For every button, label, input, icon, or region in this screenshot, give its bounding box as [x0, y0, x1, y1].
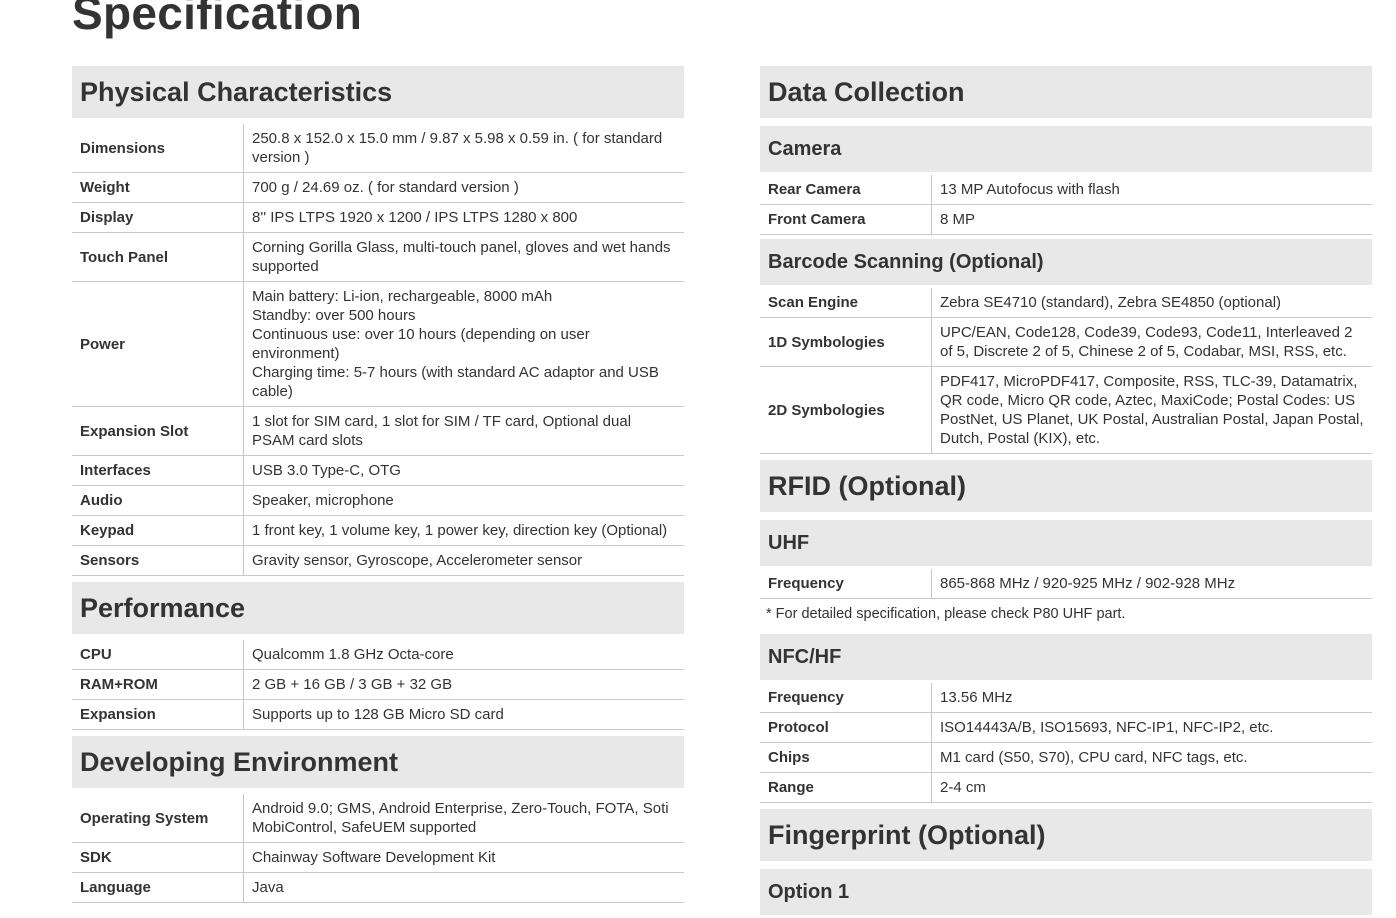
spec-row-keypad: Keypad 1 front key, 1 volume key, 1 power…: [72, 516, 684, 546]
section-header-rfid-optional: RFID (Optional): [760, 460, 1372, 512]
spec-value: ISO14443A/B, ISO15693, NFC-IP1, NFC-IP2,…: [940, 719, 1274, 736]
section-header-developing-environment: Developing Environment: [72, 736, 684, 788]
spec-value: 8 MP: [940, 211, 976, 228]
spec-row-language: Language Java: [72, 873, 684, 903]
spec-value: Corning Gorilla Glass, multi-touch panel…: [252, 239, 671, 275]
spec-value: 8'' IPS LTPS 1920 x 1200 / IPS LTPS 1280…: [252, 209, 578, 226]
spec-label: Frequency: [760, 683, 932, 712]
spec-label: Frequency: [760, 569, 932, 598]
spec-row-sensors: Sensors Gravity sensor, Gyroscope, Accele…: [72, 546, 684, 576]
section-header-data-collection: Data Collection: [760, 66, 1372, 118]
spec-label: Keypad: [72, 516, 244, 545]
spec-label: Range: [760, 773, 932, 802]
section-header-fingerprint-optional: Fingerprint (Optional): [760, 809, 1372, 861]
spec-row-range: Range 2-4 cm: [760, 773, 1372, 803]
spec-label: Touch Panel: [72, 233, 244, 281]
section-header-performance: Performance: [72, 582, 684, 634]
spec-value: PDF417, MicroPDF417, Composite, RSS, TLC…: [940, 373, 1364, 447]
spec-value: UPC/EAN, Code128, Code39, Code93, Code11…: [940, 324, 1353, 360]
spec-value: 250.8 x 152.0 x 15.0 mm / 9.87 x 5.98 x …: [252, 130, 663, 166]
spec-label: Front Camera: [760, 205, 932, 234]
spec-value: 1 front key, 1 volume key, 1 power key, …: [252, 522, 668, 539]
spec-value: Qualcomm 1.8 GHz Octa-core: [252, 646, 454, 663]
spec-label: RAM+ROM: [72, 670, 244, 699]
spec-row-1d-symbologies: 1D Symbologies UPC/EAN, Code128, Code39, …: [760, 318, 1372, 367]
section-header-physical-characteristics: Physical Characteristics: [72, 66, 684, 118]
spec-label: Weight: [72, 173, 244, 202]
spec-row-frequency: Frequency 13.56 MHz: [760, 683, 1372, 713]
spec-label: Power: [72, 282, 244, 406]
spec-value: M1 card (S50, S70), CPU card, NFC tags, …: [940, 749, 1248, 766]
spec-value: USB 3.0 Type-C, OTG: [252, 462, 401, 479]
spec-label: Sensors: [72, 546, 244, 575]
spec-row-power: Power Main battery: Li-ion, rechargeable,…: [72, 282, 684, 407]
spec-label: Rear Camera: [760, 175, 932, 204]
page-title: Specification: [72, 0, 363, 39]
subsection-header-uhf: UHF: [760, 520, 1372, 566]
spec-label: Interfaces: [72, 456, 244, 485]
spec-row-audio: Audio Speaker, microphone: [72, 486, 684, 516]
spec-row-chips: Chips M1 card (S50, S70), CPU card, NFC t…: [760, 743, 1372, 773]
left-column: Physical Characteristics Dimensions 250.8 …: [72, 66, 684, 903]
spec-value: 865-868 MHz / 920-925 MHz / 902-928 MHz: [940, 575, 1236, 592]
spec-label: Expansion: [72, 700, 244, 729]
spec-label: Language: [72, 873, 244, 902]
spec-label: 1D Symbologies: [760, 318, 932, 366]
spec-value: Speaker, microphone: [252, 492, 394, 509]
spec-value: Java: [252, 879, 284, 896]
spec-value: 2 GB + 16 GB / 3 GB + 32 GB: [252, 676, 453, 693]
subsection-header-nfc-hf: NFC/HF: [760, 634, 1372, 680]
spec-row-weight: Weight 700 g / 24.69 oz. ( for standard v…: [72, 173, 684, 203]
spec-row-rear-camera: Rear Camera 13 MP Autofocus with flash: [760, 175, 1372, 205]
spec-row-touch-panel: Touch Panel Corning Gorilla Glass, multi-…: [72, 233, 684, 282]
spec-row-interfaces: Interfaces USB 3.0 Type-C, OTG: [72, 456, 684, 486]
spec-value: Main battery: Li-ion, rechargeable, 8000…: [252, 288, 659, 400]
spec-value: Supports up to 128 GB Micro SD card: [252, 706, 504, 723]
spec-row-scan-engine: Scan Engine Zebra SE4710 (standard), Zebr…: [760, 288, 1372, 318]
spec-value: Android 9.0; GMS, Android Enterprise, Ze…: [252, 800, 669, 836]
spec-label: Scan Engine: [760, 288, 932, 317]
spec-value: 2-4 cm: [940, 779, 986, 796]
spec-row-front-camera: Front Camera 8 MP: [760, 205, 1372, 235]
spec-row-expansion: Expansion Supports up to 128 GB Micro SD …: [72, 700, 684, 730]
subsection-header-barcode-scanning-optional: Barcode Scanning (Optional): [760, 239, 1372, 285]
spec-label: SDK: [72, 843, 244, 872]
spec-value: Zebra SE4710 (standard), Zebra SE4850 (o…: [940, 294, 1282, 311]
spec-label: Chips: [760, 743, 932, 772]
subsection-header-camera: Camera: [760, 126, 1372, 172]
right-column: Data Collection Camera Rear Camera 13 MP Au…: [760, 66, 1372, 918]
spec-label: Expansion Slot: [72, 407, 244, 455]
spec-row-expansion-slot: Expansion Slot 1 slot for SIM card, 1 slo…: [72, 407, 684, 456]
spec-label: 2D Symbologies: [760, 367, 932, 453]
spec-row-cpu: CPU Qualcomm 1.8 GHz Octa-core: [72, 640, 684, 670]
spec-label: CPU: [72, 640, 244, 669]
spec-row-operating-system: Operating System Android 9.0; GMS, Androi…: [72, 794, 684, 843]
footnote: * For detailed specification, please che…: [766, 606, 1126, 622]
spec-label: Protocol: [760, 713, 932, 742]
spec-row-ram-rom: RAM+ROM 2 GB + 16 GB / 3 GB + 32 GB: [72, 670, 684, 700]
spec-value: Gravity sensor, Gyroscope, Accelerometer…: [252, 552, 583, 569]
spec-label: Dimensions: [72, 124, 244, 172]
spec-row-sdk: SDK Chainway Software Development Kit: [72, 843, 684, 873]
spec-row-dimensions: Dimensions 250.8 x 152.0 x 15.0 mm / 9.87…: [72, 124, 684, 173]
spec-label: Operating System: [72, 794, 244, 842]
spec-row-frequency: Frequency 865-868 MHz / 920-925 MHz / 902…: [760, 569, 1372, 599]
spec-row-display: Display 8'' IPS LTPS 1920 x 1200 / IPS LT…: [72, 203, 684, 233]
spec-value: 1 slot for SIM card, 1 slot for SIM / TF…: [252, 413, 632, 449]
spec-value: 13.56 MHz: [940, 689, 1013, 706]
subsection-header-option-1: Option 1: [760, 869, 1372, 915]
spec-label: Audio: [72, 486, 244, 515]
spec-row-protocol: Protocol ISO14443A/B, ISO15693, NFC-IP1, …: [760, 713, 1372, 743]
spec-value: Chainway Software Development Kit: [252, 849, 496, 866]
spec-row-2d-symbologies: 2D Symbologies PDF417, MicroPDF417, Compo…: [760, 367, 1372, 454]
spec-label: Display: [72, 203, 244, 232]
spec-value: 700 g / 24.69 oz. ( for standard version…: [252, 179, 519, 196]
spec-value: 13 MP Autofocus with flash: [940, 181, 1120, 198]
